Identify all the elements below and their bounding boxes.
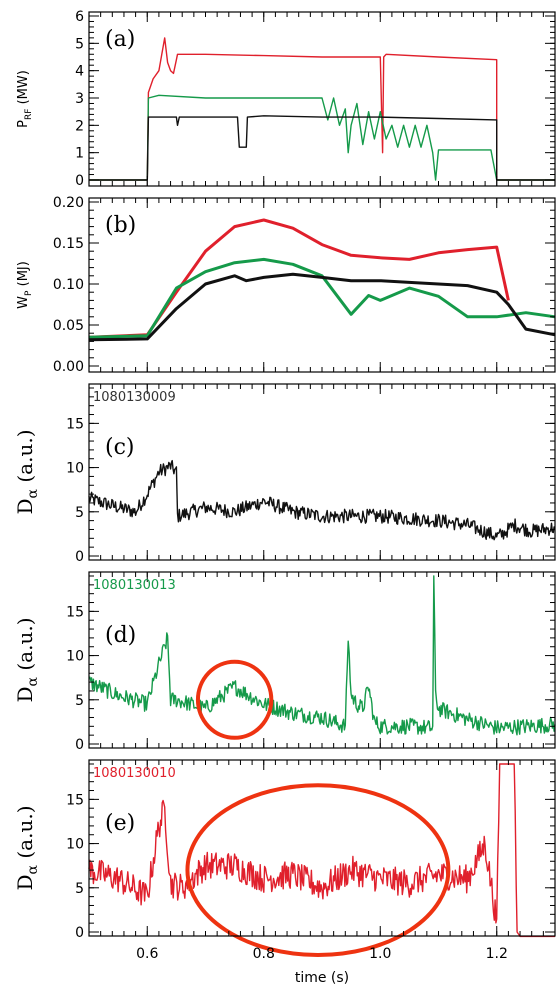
panel-label: (b)	[105, 213, 136, 238]
y-tick-label: 1	[75, 146, 84, 162]
x-tick-label: 1.0	[369, 946, 391, 962]
y-tick-label: 5	[75, 36, 84, 52]
y-tick-label: 15	[66, 604, 84, 620]
y-tick-label: 10	[66, 649, 84, 665]
y-axis-label: PRF (MW)	[16, 70, 34, 128]
shot-number-label: 1080130013	[93, 578, 176, 593]
y-tick-label: 6	[75, 9, 84, 25]
y-tick-label: 10	[66, 837, 84, 853]
y-tick-label: 0	[75, 173, 84, 189]
panel-d: 0 5 10 15 (d) 1080130013 Dα (a.u.)	[13, 571, 556, 753]
x-axis-label: time (s)	[295, 970, 349, 986]
series-red-line	[88, 763, 555, 938]
y-tick-label: 3	[75, 91, 84, 107]
y-tick-label: 5	[75, 505, 84, 521]
y-tick-label: 0	[75, 737, 84, 753]
panel-label: (d)	[105, 623, 136, 648]
y-axis-label: Dα (a.u.)	[13, 618, 41, 703]
x-tick-label: 0.8	[253, 946, 275, 962]
axes-frame	[88, 197, 556, 373]
panel-b: 0.00 0.05 0.10 0.15 0.20 (b) WP (MJ)	[16, 195, 556, 375]
y-tick-label: 15	[66, 792, 84, 808]
y-tick-label: 0.05	[53, 318, 84, 334]
panel-label: (e)	[105, 811, 135, 836]
y-tick-label: 15	[66, 416, 84, 432]
y-tick-label: 5	[75, 881, 84, 897]
y-tick-label: 10	[66, 461, 84, 477]
y-tick-label: 5	[75, 693, 84, 709]
series-red-line	[89, 37, 555, 181]
y-tick-label: 0	[75, 549, 84, 565]
y-tick-label: 2	[75, 118, 84, 134]
y-tick-label: 0.10	[53, 277, 84, 293]
y-tick-label: 0.15	[53, 236, 84, 252]
series-black-line	[89, 115, 555, 181]
x-tick-label: 1.2	[486, 946, 508, 962]
panel-e: 0 5 10 15 (e) 1080130010 Dα (a.u.)	[13, 759, 556, 957]
panel-label: (a)	[105, 27, 135, 52]
series-black-line	[88, 272, 556, 342]
panel-c: 0 5 10 15 (c) 1080130009 Dα (a.u.)	[13, 383, 556, 565]
y-tick-label: 0.20	[53, 195, 84, 211]
shot-number-label: 1080130010	[93, 766, 176, 781]
series-green-line	[88, 575, 556, 736]
y-axis-label: WP (MJ)	[16, 261, 34, 309]
x-tick-label: 0.6	[136, 946, 158, 962]
y-axis-label: Dα (a.u.)	[13, 430, 41, 515]
highlight-ellipse	[195, 659, 274, 740]
series-black-line	[88, 459, 556, 541]
y-tick-label: 0.00	[53, 359, 84, 375]
series-red-line	[88, 218, 510, 339]
y-axis-label: Dα (a.u.)	[13, 806, 41, 891]
y-tick-label: 0	[75, 925, 84, 941]
panel-label: (c)	[105, 435, 135, 460]
series-green-line	[88, 257, 556, 339]
shot-number-label: 1080130009	[93, 390, 176, 405]
panel-a: 0 1 2 3 4 5 6 (a) PRF (MW)	[16, 9, 556, 189]
highlight-ellipse	[185, 783, 451, 957]
series-green-line	[89, 94, 555, 181]
y-tick-label: 4	[75, 64, 84, 80]
